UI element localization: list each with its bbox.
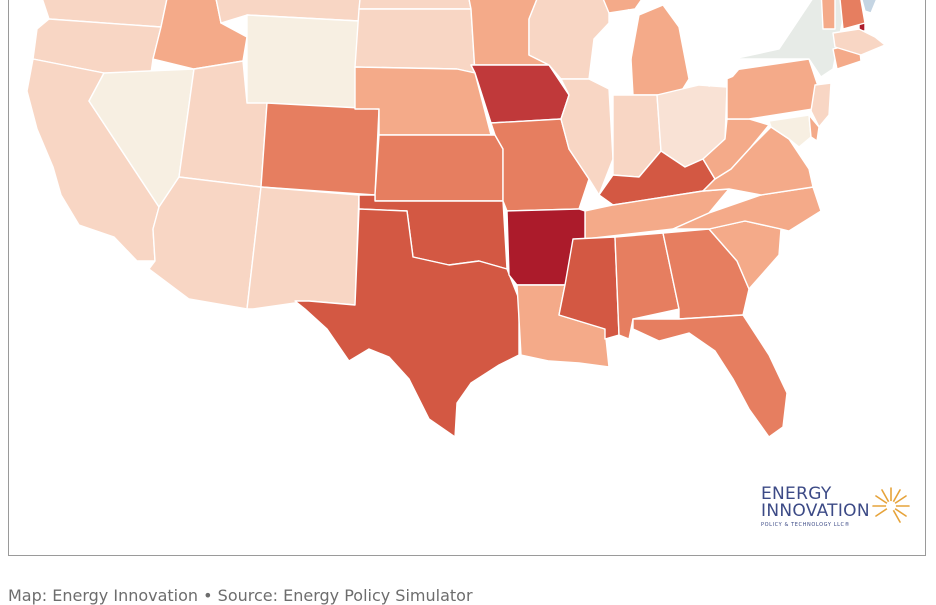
lake-erie (699, 63, 745, 87)
state-florida[interactable] (632, 314, 788, 438)
state-kansas[interactable] (374, 134, 504, 202)
state-north-dakota[interactable] (358, 0, 472, 10)
logo-line-innovation: INNOVATION (761, 501, 870, 521)
state-arizona[interactable] (148, 176, 262, 310)
state-south-dakota[interactable] (354, 8, 476, 74)
state-michigan-lower[interactable] (630, 4, 690, 96)
logo-tagline: POLICY & TECHNOLOGY LLC® (761, 522, 851, 528)
state-massachusetts[interactable] (832, 28, 886, 56)
state-west-virginia[interactable] (702, 118, 770, 180)
state-north-carolina[interactable] (672, 186, 822, 232)
state-wyoming[interactable] (246, 14, 360, 110)
state-delaware[interactable] (808, 114, 820, 142)
state-colorado[interactable] (260, 102, 380, 196)
state-new-hampshire[interactable] (839, 0, 866, 30)
lake-michigan (611, 9, 635, 83)
state-michigan-upper[interactable] (599, 0, 649, 14)
state-illinois[interactable] (560, 78, 614, 196)
sunburst-icon (872, 487, 910, 523)
energy-innovation-logo: ENERGY INNOVATION POLICY & TECHNOLOGY LL… (761, 486, 921, 536)
state-new-mexico[interactable] (246, 186, 360, 310)
logo-line-energy: ENERGY (761, 484, 832, 504)
map-frame: ENERGY INNOVATION POLICY & TECHNOLOGY LL… (8, 0, 926, 556)
state-pennsylvania[interactable] (726, 58, 820, 120)
state-vermont[interactable] (820, 0, 836, 30)
state-texas[interactable] (294, 208, 520, 438)
state-maine[interactable] (859, 0, 881, 14)
state-new-jersey[interactable] (810, 82, 832, 128)
map-credit: Map: Energy Innovation • Source: Energy … (8, 586, 473, 605)
us-choropleth-map (26, 0, 886, 438)
